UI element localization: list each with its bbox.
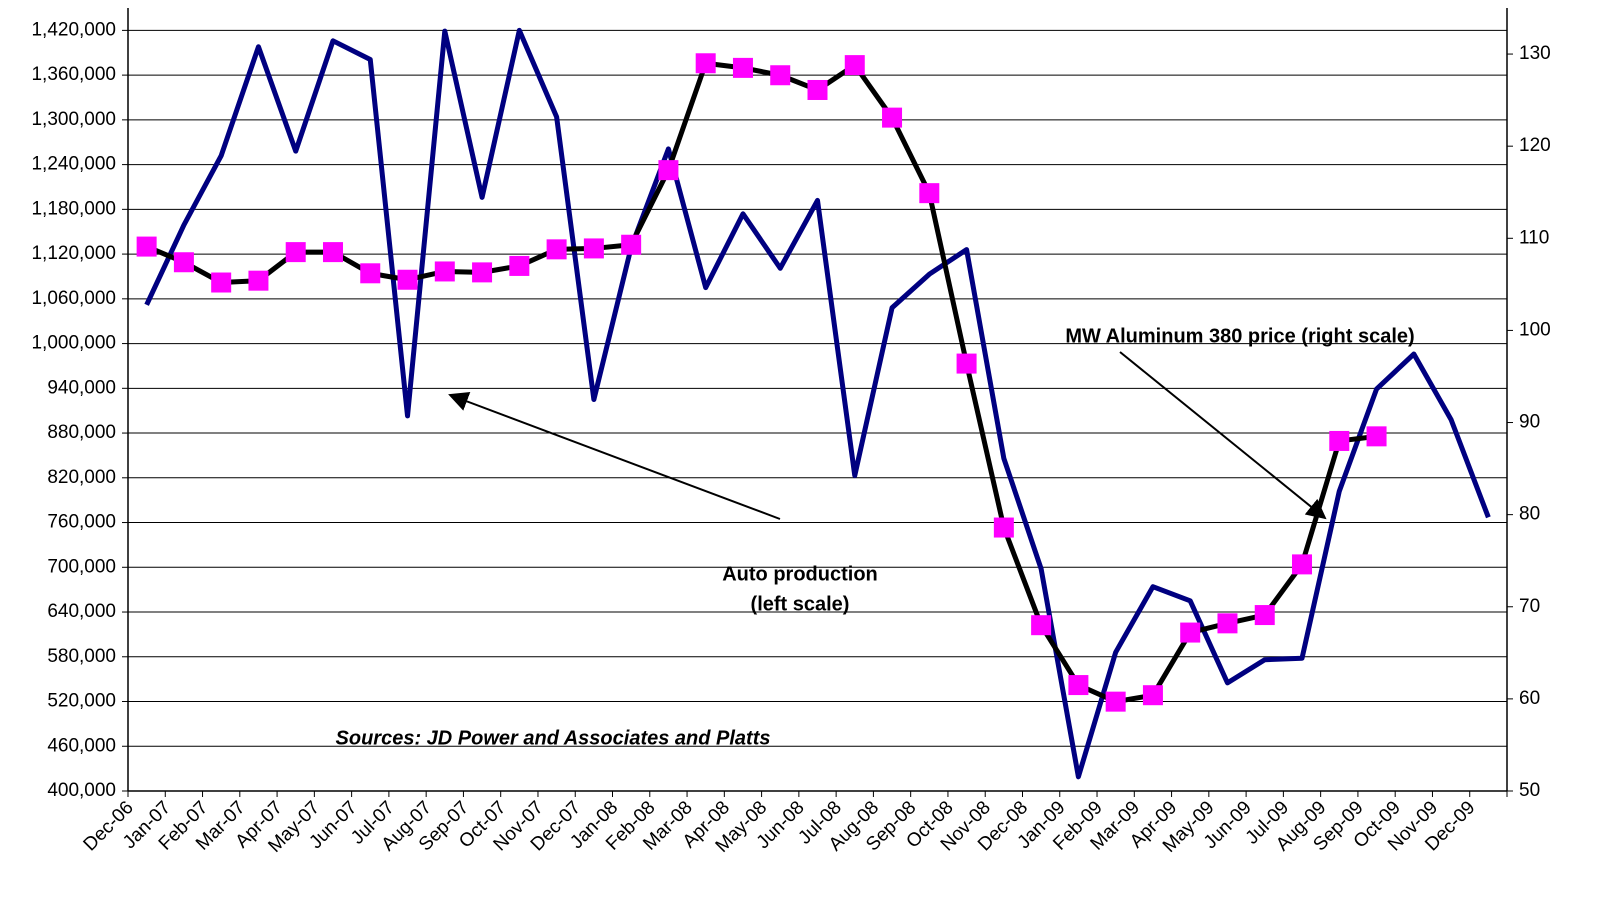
y2-tick-label: 70	[1519, 596, 1540, 617]
marker	[546, 239, 567, 260]
marker	[770, 65, 791, 86]
marker	[173, 252, 194, 273]
arrow	[1119, 351, 1327, 520]
marker	[1068, 675, 1089, 696]
plot	[136, 27, 1491, 780]
y-tick-label: 580,000	[47, 646, 116, 667]
y-tick-label: 1,420,000	[31, 19, 116, 40]
marker	[807, 79, 828, 100]
marker	[1217, 613, 1238, 634]
marker	[472, 262, 493, 283]
marker	[285, 242, 306, 263]
y-tick-label: 1,240,000	[31, 154, 116, 175]
arrow	[448, 391, 781, 520]
y-tick-label: 940,000	[47, 377, 116, 398]
annotation: MW Aluminum 380 price (right scale)	[1065, 325, 1414, 347]
marker	[136, 236, 157, 257]
y-tick-label: 880,000	[47, 422, 116, 443]
y-tick-label: 640,000	[47, 601, 116, 622]
marker	[1329, 430, 1350, 451]
marker	[434, 261, 455, 282]
marker	[583, 238, 604, 259]
y-tick-label: 460,000	[47, 735, 116, 756]
y2-tick-label: 130	[1519, 43, 1551, 64]
y-tick-label: 1,060,000	[31, 288, 116, 309]
annotation: (left scale)	[751, 593, 850, 615]
y-tick-label: 760,000	[47, 512, 116, 533]
y2-tick-label: 60	[1519, 688, 1540, 709]
y-tick-label: 400,000	[47, 780, 116, 801]
y2-tick-label: 110	[1519, 227, 1549, 248]
y2-tick-label: 50	[1519, 780, 1540, 801]
y-tick-label: 1,360,000	[31, 64, 116, 85]
marker	[322, 242, 343, 263]
marker	[1366, 426, 1387, 447]
y-tick-label: 820,000	[47, 467, 116, 488]
marker	[695, 53, 716, 74]
marker	[360, 263, 381, 284]
marker	[1031, 615, 1052, 636]
marker	[956, 353, 977, 374]
annotation: Auto production	[722, 563, 878, 585]
source: Sources: JD Power and Associates and Pla…	[336, 727, 771, 749]
marker	[658, 160, 679, 181]
line	[145, 60, 1377, 705]
marker	[732, 57, 753, 78]
marker	[919, 183, 940, 204]
y-tick-label: 1,300,000	[31, 109, 116, 130]
y-tick-label: 700,000	[47, 556, 116, 577]
marker	[1254, 605, 1275, 626]
marker	[211, 272, 232, 293]
y-tick-label: 1,000,000	[31, 333, 116, 354]
marker	[1105, 691, 1126, 712]
marker	[621, 234, 642, 255]
marker	[1292, 554, 1313, 575]
marker	[1142, 685, 1163, 706]
marker	[397, 269, 418, 290]
marker	[844, 55, 865, 76]
marker	[1180, 622, 1201, 643]
marker	[882, 107, 903, 128]
grid	[122, 8, 1513, 797]
marker	[509, 255, 530, 276]
y-tick-label: 1,180,000	[31, 198, 116, 219]
marker	[993, 517, 1014, 538]
y2-tick-label: 80	[1519, 504, 1540, 525]
y2-tick-label: 100	[1519, 319, 1551, 340]
line	[144, 27, 1491, 780]
y-tick-label: 520,000	[47, 691, 116, 712]
marker	[248, 270, 269, 291]
y-tick-label: 1,120,000	[31, 243, 116, 264]
y2-tick-label: 90	[1519, 412, 1540, 433]
y2-tick-label: 120	[1519, 135, 1551, 156]
